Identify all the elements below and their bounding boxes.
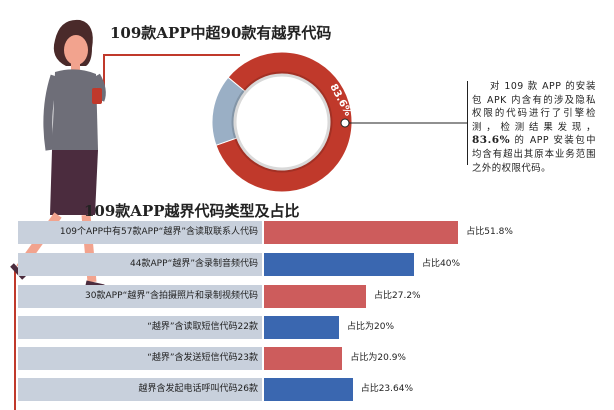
bar — [264, 221, 459, 244]
note-text: 对 109 款 APP 的安装包 APK 内含有的涉及隐私权限的代码进行了引擎检… — [472, 81, 596, 133]
donut-slice — [211, 76, 246, 146]
note-text-end: 的 APP 安装包中均含有超出其原本业务范围之外的权限代码。 — [472, 135, 596, 174]
bar-category-label: “越界”含发送短信代码23款 — [18, 347, 262, 370]
bar-value-label: 占比51.8% — [466, 227, 513, 237]
bar-value-label: 占比40% — [422, 259, 461, 269]
donut-inner-shadow — [231, 71, 333, 173]
donut-title: 109款APP中超90款有越界代码 — [110, 24, 332, 42]
note-highlight: 83.6% — [472, 134, 511, 147]
bar-category-label: 109个APP中有57款APP“越界”含读取联系人代码 — [18, 221, 262, 244]
bar-value-label: 占比23.64% — [360, 384, 414, 394]
woman-illustration — [10, 19, 106, 290]
leader-line — [103, 54, 240, 88]
donut-chart: 83.6% — [211, 51, 467, 193]
bar-category-label: 越界含发起电话呼叫代码26款 — [18, 378, 262, 401]
bar-category-label: “越界”含读取短信代码22款 — [18, 316, 262, 339]
annotation-note: 对 109 款 APP 的安装包 APK 内含有的涉及隐私权限的代码进行了引擎检… — [472, 80, 596, 175]
bar-value-label: 占比为20% — [347, 322, 395, 332]
bar-value-label: 占比27.2% — [374, 291, 421, 301]
note-divider — [467, 81, 468, 165]
bar — [264, 378, 353, 401]
bars-title: 109款APP越界代码类型及占比 — [84, 202, 300, 220]
bar — [264, 316, 339, 339]
bar-category-label: 30款APP“越界”含拍摄照片和录制视频代码 — [18, 285, 262, 308]
bar-value-label: 占比为20.9% — [350, 353, 406, 363]
bar — [264, 285, 366, 308]
bar — [264, 347, 343, 370]
bar-category-label: 44款APP“越界”含录制音频代码 — [18, 253, 262, 276]
donut-slice — [215, 51, 353, 193]
callout-dot — [340, 118, 350, 128]
bar — [264, 253, 414, 276]
